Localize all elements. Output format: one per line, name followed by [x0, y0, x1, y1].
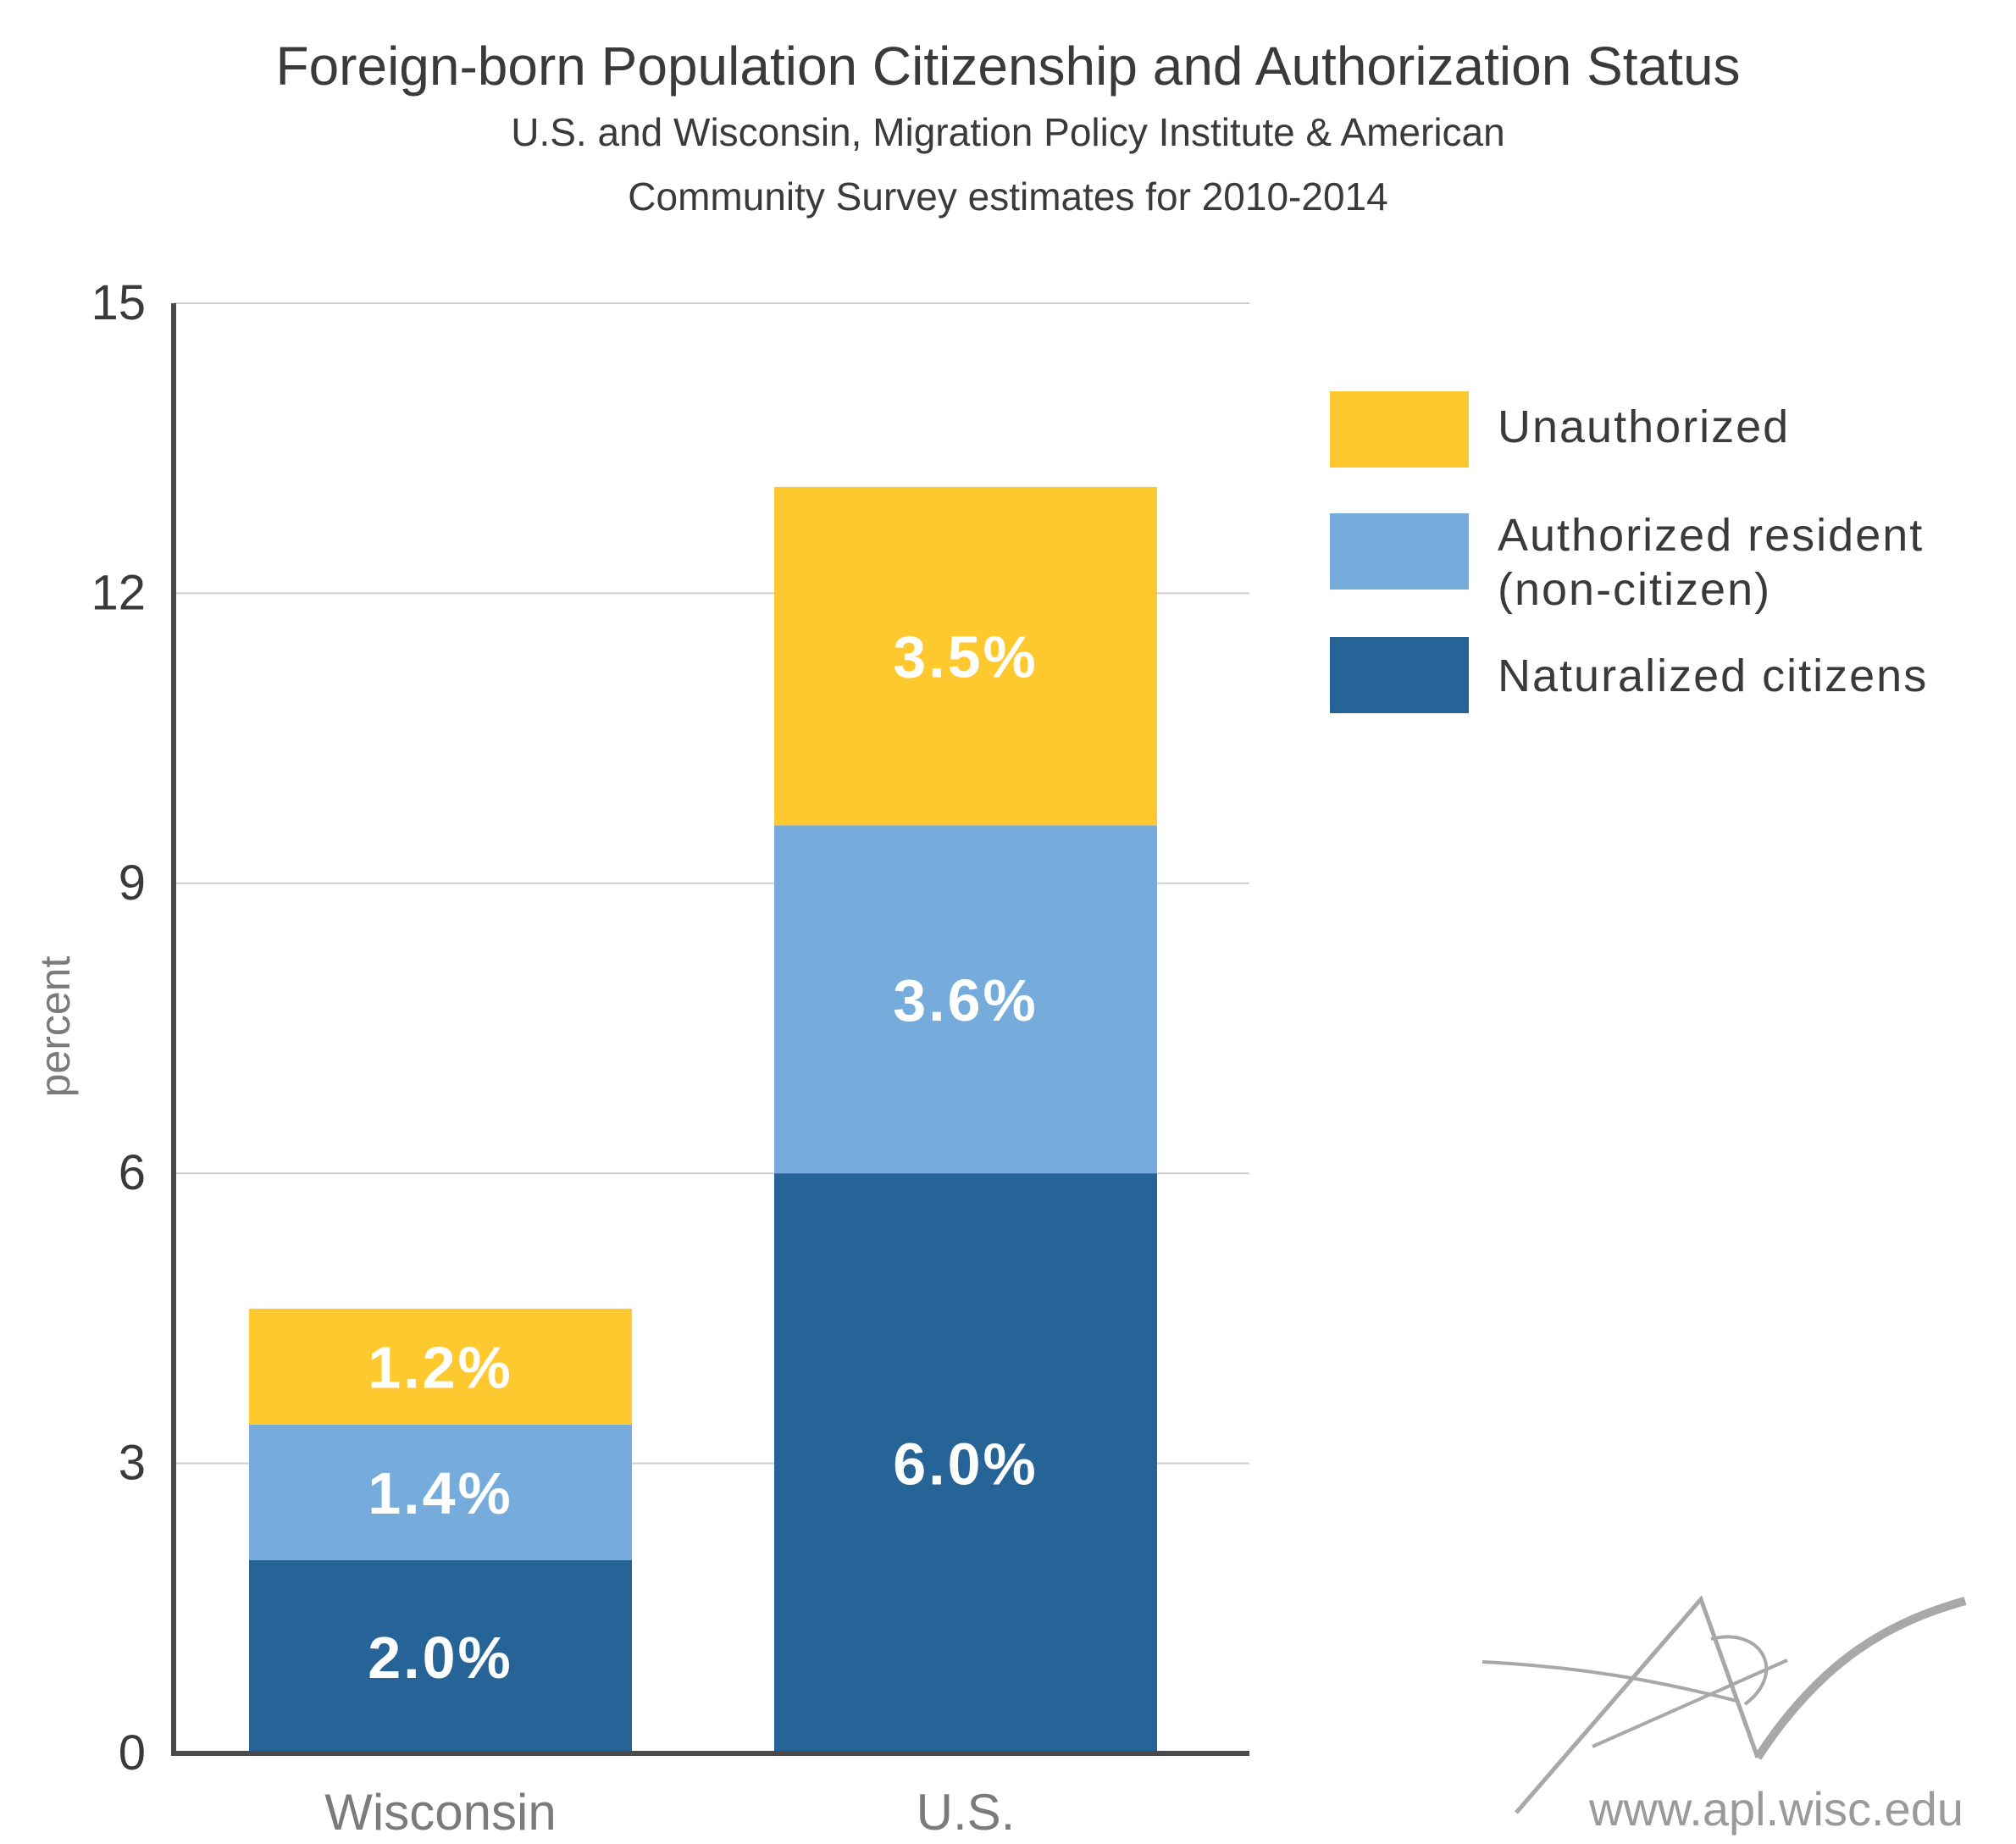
- x-tick-label: Wisconsin: [324, 1784, 556, 1841]
- axes: [171, 303, 1249, 1756]
- bar-value-label: 1.2%: [368, 1334, 513, 1400]
- bars: [249, 486, 1157, 1753]
- y-tick-label: 6: [119, 1145, 146, 1200]
- bar-value-labels: 2.0% 1.4% 1.2% 6.0% 3.6% 3.5%: [368, 624, 1038, 1691]
- bar-segment: [249, 1559, 632, 1753]
- bar-value-label: 1.4%: [368, 1460, 513, 1526]
- x-tick-label: U.S.: [917, 1784, 1016, 1841]
- bar-segment: [249, 1308, 632, 1425]
- legend-swatch-unauthorized: [1330, 391, 1469, 468]
- bar-segment: [774, 825, 1157, 1174]
- legend-label-naturalized: Naturalized citizens: [1498, 651, 1928, 701]
- legend: Unauthorized Authorized resident (non-ci…: [1330, 391, 1928, 713]
- y-tick-label: 12: [91, 565, 146, 620]
- bar-value-label: 3.5%: [893, 624, 1038, 690]
- y-tick-label: 9: [119, 856, 146, 911]
- bar-segment: [249, 1424, 632, 1560]
- bar-value-label: 3.6%: [893, 967, 1038, 1033]
- legend-label-authorized-resident-line-2: (non-citizen): [1498, 564, 1771, 615]
- legend-label-unauthorized: Unauthorized: [1498, 401, 1790, 452]
- legend-label-authorized-resident-line-1: Authorized resident: [1498, 510, 1924, 561]
- bar-value-label: 2.0%: [368, 1625, 513, 1691]
- chart-subtitle-line-1: U.S. and Wisconsin, Migration Policy Ins…: [511, 110, 1504, 154]
- x-tick-labels: Wisconsin U.S.: [324, 1784, 1015, 1841]
- y-tick-labels: 0 3 6 9 12 15: [91, 275, 146, 1780]
- chart-title: Foreign-born Population Citizenship and …: [275, 36, 1740, 97]
- apl-logo: [1482, 1595, 1967, 1814]
- y-tick-label: 0: [119, 1725, 146, 1780]
- watermark-url: www.apl.wisc.edu: [1588, 1782, 1963, 1836]
- y-tick-label: 15: [91, 275, 146, 330]
- legend-swatch-naturalized: [1330, 637, 1469, 713]
- y-tick-label: 3: [119, 1436, 146, 1491]
- y-axis-label: percent: [31, 956, 79, 1098]
- bar-value-label: 6.0%: [893, 1431, 1038, 1498]
- bar-segment: [774, 486, 1157, 826]
- legend-swatch-authorized-resident: [1330, 513, 1469, 590]
- chart-subtitle-line-2: Community Survey estimates for 2010-2014: [628, 174, 1387, 219]
- bar-segment: [774, 1173, 1157, 1753]
